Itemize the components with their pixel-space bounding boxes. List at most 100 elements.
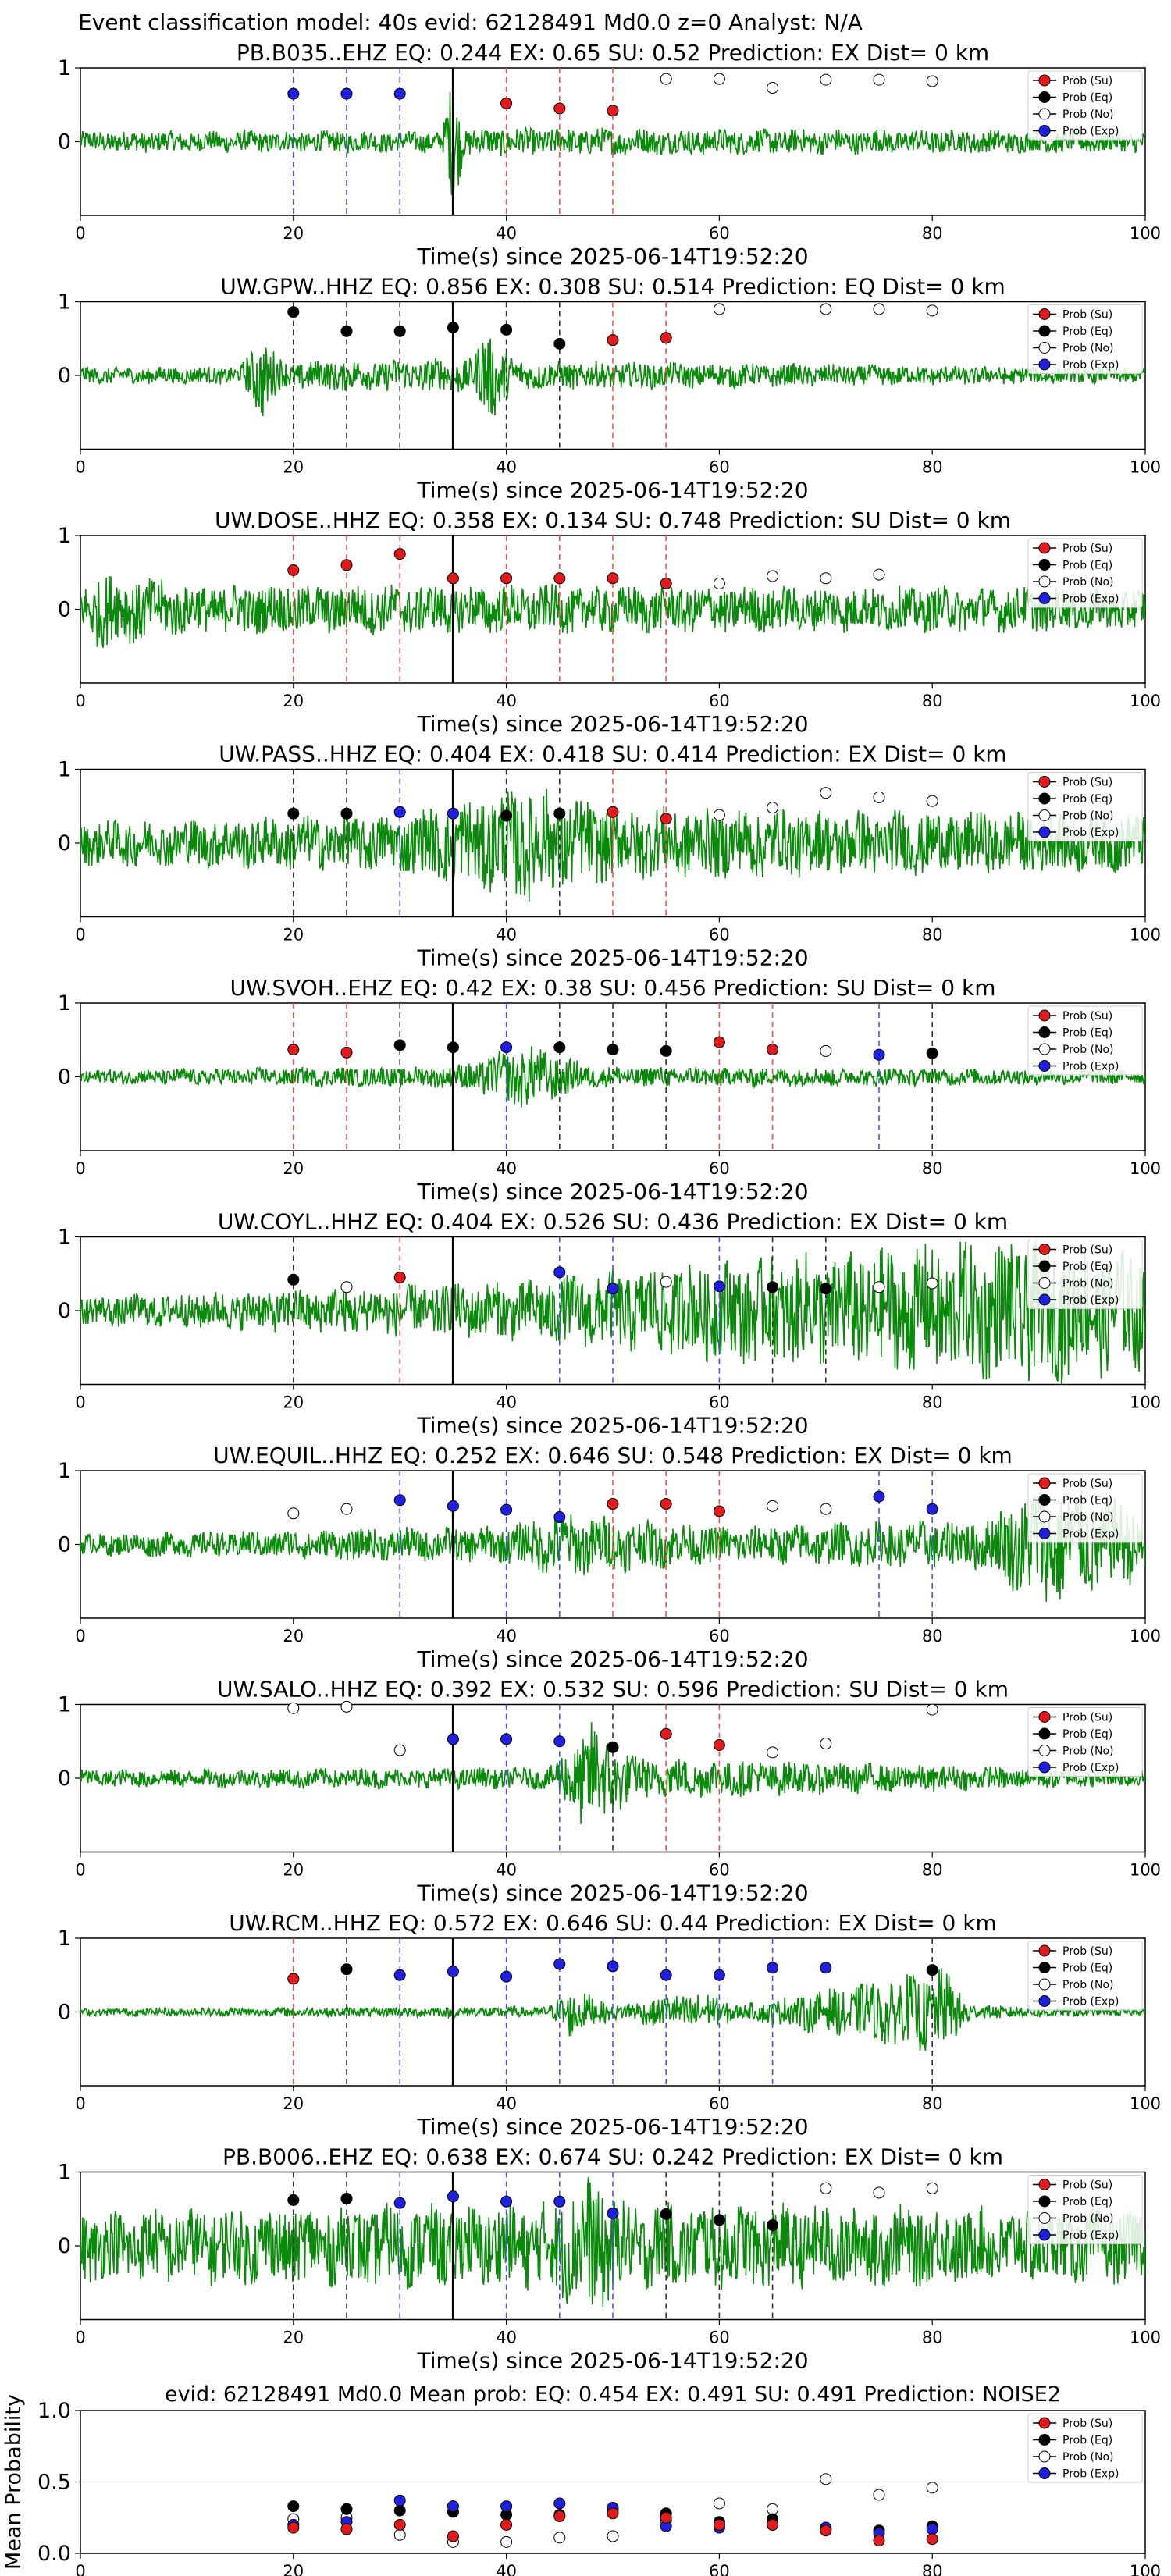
x-axis-label: Time(s) since 2025-06-14T19:52:20 [416, 711, 808, 737]
prob-point [926, 2182, 938, 2194]
x-axis-label: Time(s) since 2025-06-14T19:52:20 [416, 1413, 808, 1439]
legend-label: Prob (Exp) [1062, 2468, 1119, 2481]
mean-prob-point [820, 2524, 832, 2537]
prob-point [500, 323, 513, 336]
prob-point [820, 1962, 832, 1974]
mean-prob-point [447, 2530, 459, 2542]
legend-label: Prob (Exp) [1062, 593, 1119, 606]
y-tick-label: 0.0 [37, 2542, 71, 2566]
mean-prob-point [500, 2518, 513, 2531]
legend-marker [1038, 809, 1051, 821]
station-panel-uw-gpw-hhz: 0 20 40 60 80 100 0 1 UW.GPW..HHZ EQ: 0.856 EX: … [58, 274, 1161, 503]
x-tick-label: 60 [709, 2329, 730, 2347]
prob-point [767, 1500, 779, 1512]
y-tick-label: 1 [58, 290, 71, 315]
prob-point [340, 1963, 353, 1976]
panel-title: UW.RCM..HHZ EQ: 0.572 EX: 0.646 SU: 0.44… [229, 1910, 997, 1936]
x-tick-label: 40 [496, 224, 517, 243]
waveform-trace [80, 788, 1145, 902]
legend-label: Prob (Eq) [1062, 1962, 1112, 1975]
prob-point [340, 1046, 353, 1059]
prob-point [500, 1733, 513, 1745]
prob-point [713, 2214, 725, 2226]
x-tick-label: 100 [1130, 1627, 1161, 1646]
legend-label: Prob (No) [1062, 1745, 1114, 1758]
mean-prob-point [873, 2489, 885, 2501]
x-tick-label: 80 [922, 2562, 943, 2576]
legend-box [1027, 1240, 1143, 1309]
prob-point [340, 325, 353, 337]
x-tick-label: 0 [75, 1627, 85, 1646]
legend-label: Prob (Eq) [1062, 1027, 1112, 1040]
x-tick-label: 80 [922, 692, 943, 710]
legend-label: Prob (Eq) [1062, 2435, 1112, 2447]
legend-marker [1038, 342, 1051, 354]
prob-point [660, 577, 672, 589]
prob-point [926, 1703, 938, 1716]
prob-point [713, 809, 725, 821]
x-tick-label: 40 [496, 1861, 517, 1880]
x-tick-label: 40 [496, 1159, 517, 1178]
prob-point [447, 1733, 459, 1745]
legend-marker [1038, 1026, 1051, 1038]
prob-point [500, 1970, 513, 1983]
prob-point [607, 1960, 619, 1973]
x-tick-label: 40 [496, 926, 517, 945]
prob-point [767, 82, 779, 94]
legend-marker [1038, 559, 1051, 571]
y-tick-label: 1 [58, 1459, 71, 1483]
prob-point [820, 1044, 832, 1057]
mean-prob-point [767, 2518, 779, 2531]
x-tick-label: 0 [75, 2094, 85, 2113]
legend-marker [1038, 1761, 1051, 1774]
x-axis-label: Time(s) since 2025-06-14T19:52:20 [416, 1880, 808, 1906]
mean-prob-point [553, 2497, 566, 2510]
panel-title: UW.DOSE..HHZ EQ: 0.358 EX: 0.134 SU: 0.7… [215, 507, 1011, 533]
prob-point [447, 572, 459, 585]
legend-label: Prob (Eq) [1062, 560, 1112, 572]
legend-label: Prob (Eq) [1062, 92, 1112, 105]
mean-prob-point [553, 2510, 566, 2522]
x-tick-label: 100 [1130, 692, 1161, 710]
x-axis-label: Time(s) since 2025-06-14T19:52:20 [416, 478, 808, 503]
legend-label: Prob (No) [1062, 2451, 1114, 2464]
prob-point [607, 1283, 619, 1295]
mean-prob-point [393, 2494, 406, 2507]
y-axis-label: Mean Probability [2, 2394, 26, 2570]
legend-marker [1038, 1009, 1051, 1022]
prob-point [340, 87, 353, 100]
legend-box [1027, 1707, 1143, 1777]
legend-label: Prob (Exp) [1062, 2229, 1119, 2242]
x-tick-label: 20 [283, 224, 304, 243]
legend-label: Prob (Eq) [1062, 1495, 1112, 1507]
prob-point [660, 73, 672, 85]
legend-marker [1038, 575, 1051, 588]
prob-point [287, 564, 300, 576]
prob-point [447, 1500, 459, 1512]
legend-marker [1038, 792, 1051, 805]
x-tick-label: 100 [1130, 224, 1161, 243]
x-axis-label: Time(s) since 2025-06-14T19:52:20 [416, 945, 808, 971]
x-tick-label: 100 [1130, 1861, 1161, 1880]
prob-point [500, 2195, 513, 2208]
prob-point [393, 548, 406, 560]
prob-point [873, 791, 885, 803]
mean-prob-point [820, 2473, 832, 2485]
y-tick-label: 0 [58, 1299, 71, 1323]
prob-point [767, 1746, 779, 1759]
prob-point [607, 572, 619, 585]
prob-point [393, 1969, 406, 1981]
legend-marker [1038, 2417, 1051, 2429]
prob-point [393, 1039, 406, 1051]
x-tick-label: 80 [922, 2094, 943, 2113]
prob-point [287, 2194, 300, 2206]
y-tick-label: 1 [58, 1693, 71, 1717]
prob-point [393, 1744, 406, 1756]
prob-point [820, 787, 832, 799]
prob-point [873, 73, 885, 86]
prob-point [447, 1966, 459, 1978]
mean-prob-point [393, 2504, 406, 2517]
prob-point [607, 334, 619, 347]
prob-point [713, 303, 725, 315]
